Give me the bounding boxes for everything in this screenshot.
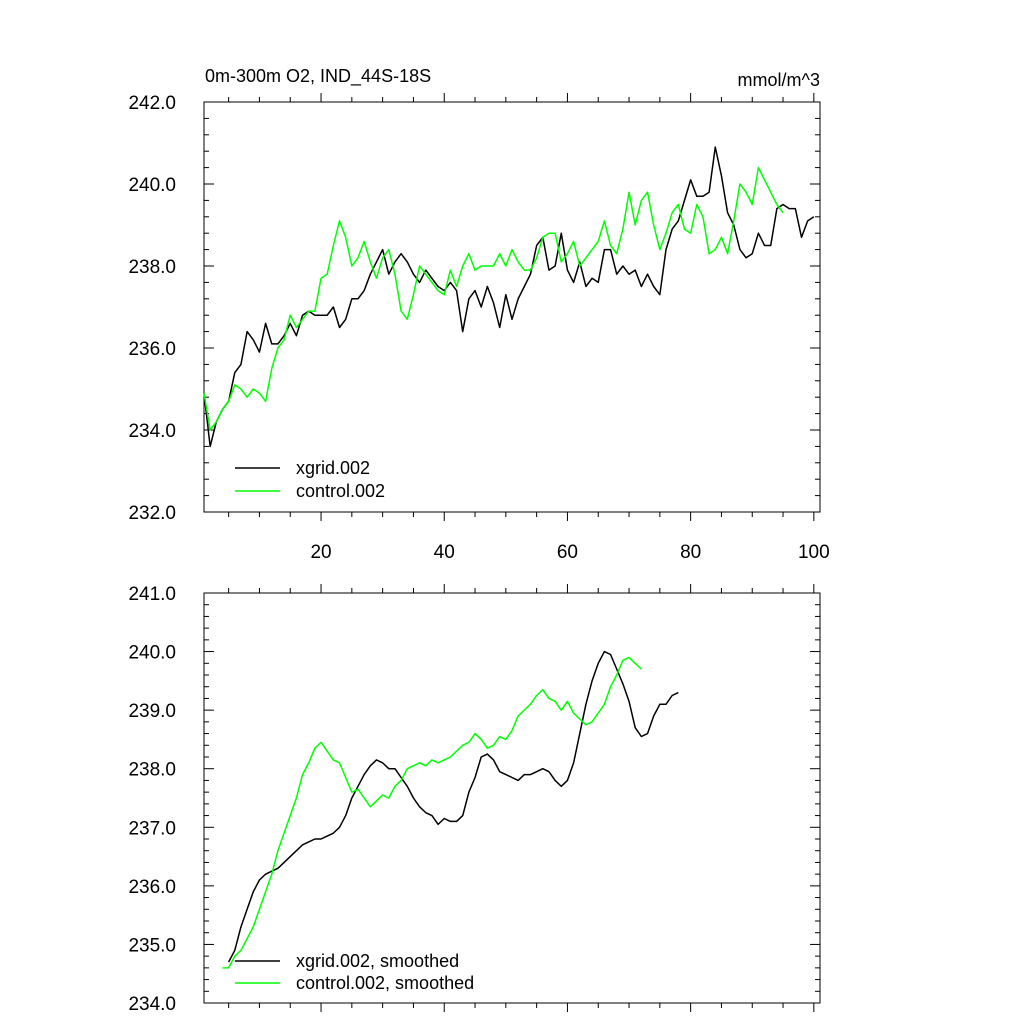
x-tick-label: 40 — [434, 542, 455, 563]
chart-title: 0m-300m O2, IND_44S-18S — [205, 66, 431, 87]
y-tick-label: 234.0 — [128, 994, 176, 1015]
y-tick-label: 236.0 — [128, 877, 176, 898]
y-tick-label: 238.0 — [128, 257, 176, 278]
y-tick-label: 242.0 — [128, 93, 176, 114]
legend-label: xgrid.002 — [296, 458, 370, 478]
y-tick-label: 240.0 — [128, 643, 176, 664]
legend-label: xgrid.002, smoothed — [296, 951, 459, 971]
units-label: mmol/m^3 — [738, 70, 820, 90]
x-tick-label: 20 — [310, 542, 331, 563]
legend-label: control.002, smoothed — [296, 973, 474, 993]
y-tick-label: 235.0 — [128, 935, 176, 956]
plot-frame — [203, 592, 821, 1004]
y-tick-label: 234.0 — [128, 421, 176, 442]
y-tick-label: 237.0 — [128, 818, 176, 839]
x-tick-label: 60 — [557, 542, 578, 563]
series-line-xgrid-002 — [203, 146, 815, 448]
y-tick-label: 238.0 — [128, 760, 176, 781]
x-tick-label: 80 — [680, 542, 701, 563]
y-tick-label: 239.0 — [128, 701, 176, 722]
legend-label: control.002 — [296, 481, 385, 501]
y-tick-label: 240.0 — [128, 175, 176, 196]
bottom-panel: 234.0 235.0 236.0 237.0 238.0 239.0 240.0 241.0… — [128, 584, 821, 1015]
series-line-control-002 — [203, 166, 784, 431]
y-tick-label: 236.0 — [128, 339, 176, 360]
y-tick-label: 232.0 — [128, 503, 176, 524]
series-line-xgrid-002-smoothed — [227, 650, 679, 963]
x-tick-label: 100 — [798, 542, 830, 563]
plot-frame — [203, 101, 821, 513]
series-line-control-002-smoothed — [222, 656, 642, 969]
top-panel: 20 40 60 80 100 232.0 234.0 236.0 238.0 240.0 242.… — [128, 93, 830, 563]
y-tick-label: 241.0 — [128, 584, 176, 605]
